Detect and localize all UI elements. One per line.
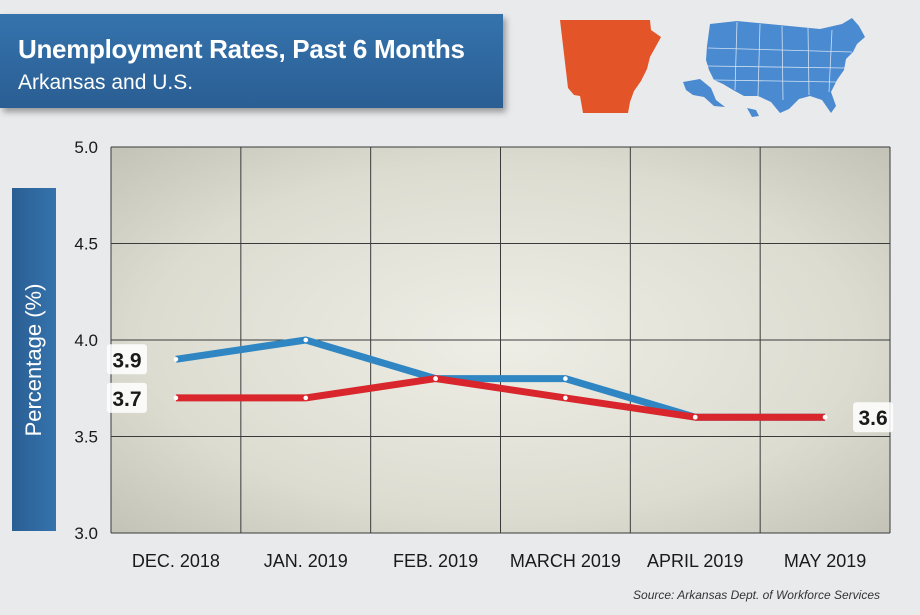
x-tick-label: JAN. 2019	[264, 551, 348, 571]
data-point	[433, 376, 438, 381]
data-point	[303, 395, 309, 401]
data-label: 3.9	[112, 349, 141, 372]
x-tick-label: MARCH 2019	[510, 551, 621, 571]
data-point	[563, 376, 568, 381]
arkansas-map-icon	[560, 20, 661, 113]
chart-subtitle: Arkansas and U.S.	[18, 71, 194, 94]
data-label-bg	[106, 382, 147, 413]
data-point	[692, 414, 698, 420]
x-tick-label: APRIL 2019	[647, 551, 743, 571]
chart-title: Unemployment Rates, Past 6 Months	[18, 34, 465, 64]
y-axis-label-box: Percentage (%)	[12, 188, 56, 531]
data-point	[173, 395, 179, 401]
y-tick-label: 5.0	[74, 138, 98, 157]
data-point	[173, 357, 179, 362]
us-map-icon	[683, 18, 865, 117]
y-tick-label: 4.5	[74, 235, 98, 254]
y-tick-label: 3.5	[74, 428, 98, 447]
data-label-bg	[106, 344, 147, 375]
y-tick-label: 4.0	[74, 331, 98, 350]
series-line-arkansas	[175, 375, 826, 421]
data-label: 3.7	[112, 388, 141, 411]
x-tick-label: MAY 2019	[784, 551, 866, 571]
title-banner: Unemployment Rates, Past 6 Months Arkans…	[0, 14, 503, 108]
data-point	[822, 414, 828, 420]
y-tick-label: 3.0	[74, 524, 98, 543]
data-label-bg	[853, 402, 894, 433]
x-tick-label: DEC. 2018	[132, 551, 220, 571]
data-point	[563, 395, 568, 401]
source-note: Source: Arkansas Dept. of Workforce Serv…	[633, 588, 880, 602]
gridlines	[110, 146, 891, 534]
data-label: 3.6	[858, 407, 887, 430]
data-point	[303, 337, 309, 343]
y-axis-label: Percentage (%)	[21, 283, 46, 436]
x-tick-label: FEB. 2019	[393, 551, 478, 571]
